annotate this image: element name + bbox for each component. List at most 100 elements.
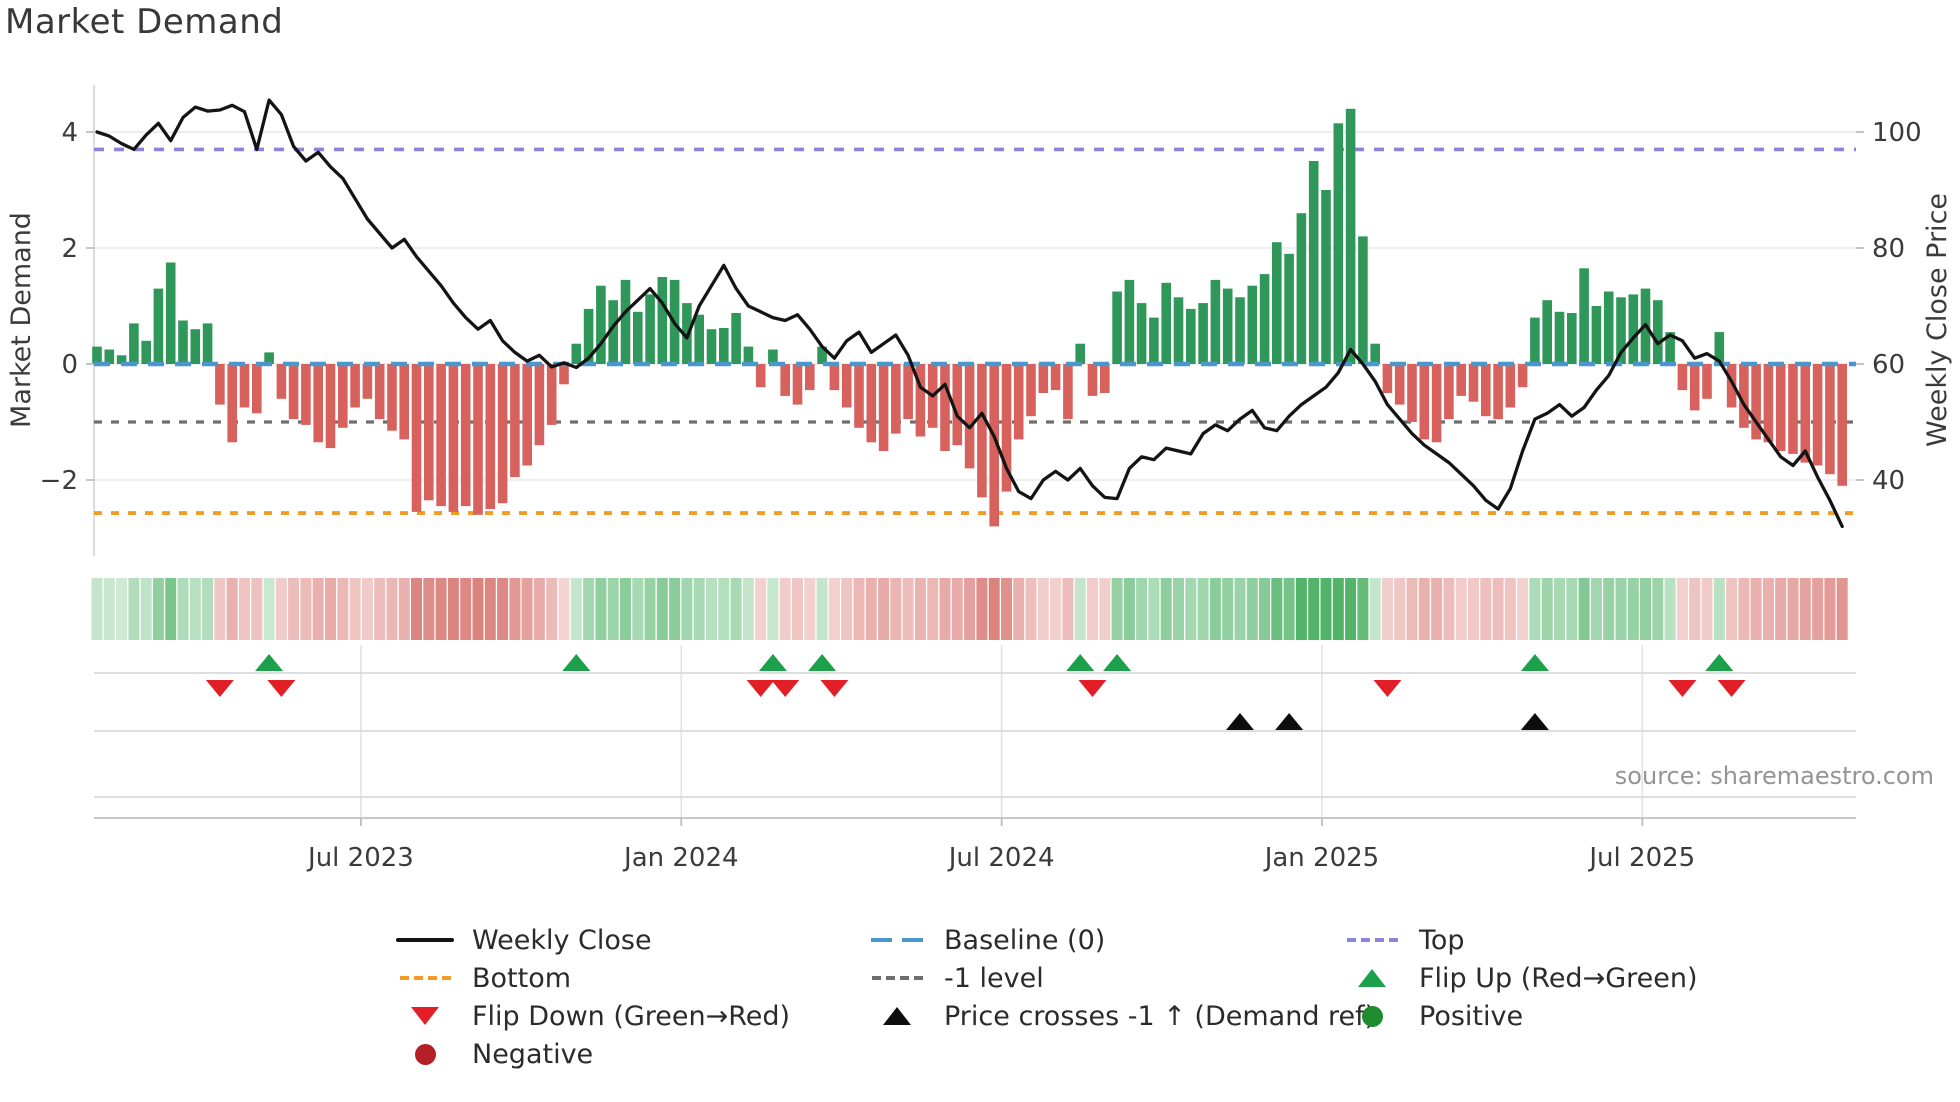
heatmap-cell xyxy=(1652,578,1664,640)
demand-bar xyxy=(1444,364,1454,420)
heatmap-cell xyxy=(779,578,791,640)
x-axis-ticks: Jul 2023 Jan 2024 Jul 2024 Jan 2025 Jul 2025 xyxy=(306,843,1695,873)
heatmap-cell xyxy=(263,578,275,640)
heatmap-cell xyxy=(1738,578,1750,640)
heatmap-cell xyxy=(411,578,422,640)
heatmap-cell xyxy=(1394,578,1406,640)
demand-bar xyxy=(153,288,164,364)
demand-bar xyxy=(1714,332,1725,364)
heatmap-cell xyxy=(1148,578,1160,640)
demand-bar xyxy=(1628,294,1639,364)
heatmap-cell xyxy=(1025,578,1037,640)
demand-bar xyxy=(841,364,852,408)
demand-bar xyxy=(1702,364,1712,399)
chart-legend: Weekly Close Bottom Flip Down (Green→Red) N… xyxy=(0,921,1960,1091)
demand-bar xyxy=(559,364,569,385)
heatmap-cell xyxy=(128,578,140,640)
demand-bar xyxy=(1210,279,1221,364)
heatmap-cell xyxy=(509,578,521,640)
heatmap-cell xyxy=(595,578,607,640)
demand-bar xyxy=(1284,253,1294,364)
demand-bar xyxy=(1038,364,1049,393)
heatmap-cell xyxy=(275,578,287,640)
heatmap-cell xyxy=(841,578,853,640)
heatmap-cell xyxy=(976,578,988,640)
price-line xyxy=(95,98,1844,529)
heatmap-cell xyxy=(546,578,558,640)
triangle-down-icon xyxy=(393,1007,457,1025)
legend-item-positive: Positive xyxy=(1340,997,1698,1035)
x-axis-tick: Jul 2024 xyxy=(947,843,1055,873)
heatmap-cell xyxy=(1332,578,1344,640)
dashed-line-swatch-icon xyxy=(1340,938,1404,942)
heatmap-cell xyxy=(718,578,730,640)
right-axis-tick: 40 xyxy=(1872,466,1905,496)
heatmap-cell xyxy=(828,578,840,640)
heatmap-cell xyxy=(398,578,410,640)
demand-bar xyxy=(436,364,446,507)
demand-bar xyxy=(731,313,741,364)
legend-label: Flip Up (Red→Green) xyxy=(1419,962,1698,994)
flip-up-marker xyxy=(1705,654,1734,671)
heatmap-cell xyxy=(853,578,865,640)
demand-bar xyxy=(522,364,532,466)
demand-bar xyxy=(1050,364,1061,391)
legend-item-negative: Negative xyxy=(393,1035,790,1073)
demand-bar xyxy=(129,323,139,364)
line-swatch-icon xyxy=(393,938,457,942)
right-axis-tick: 80 xyxy=(1872,234,1905,264)
demand-bar xyxy=(374,364,385,420)
heatmap-cell xyxy=(1037,578,1049,640)
demand-bar xyxy=(1296,213,1307,364)
heatmap-cell xyxy=(632,578,644,640)
heatmap-cell xyxy=(1222,578,1234,640)
left-axis-label: Market Demand xyxy=(6,212,37,428)
heatmap-cell xyxy=(988,578,1000,640)
demand-bar xyxy=(1186,308,1196,364)
heatmap-cell xyxy=(792,578,803,640)
heatmap-cell xyxy=(1492,578,1504,640)
legend-item-baseline-0: Baseline (0) xyxy=(865,921,1375,959)
demand-bar xyxy=(792,364,803,405)
heatmap-cell xyxy=(607,578,619,640)
flip-down-marker xyxy=(771,680,800,697)
demand-bar xyxy=(1112,291,1122,364)
demand-bar xyxy=(1321,190,1331,364)
flip-down-marker xyxy=(1668,680,1697,697)
legend-item-flip-down-green-red: Flip Down (Green→Red) xyxy=(393,997,790,1035)
heatmap-cell xyxy=(1369,578,1381,640)
heatmap-cell xyxy=(1320,578,1332,640)
heatmap-cell xyxy=(1136,578,1148,640)
heatmap-cell xyxy=(1799,578,1811,640)
left-axis-tick: 4 xyxy=(61,118,78,148)
demand-bar xyxy=(1677,364,1688,391)
heatmap-cell xyxy=(202,578,214,640)
demand-bar xyxy=(780,364,790,396)
demand-bar xyxy=(805,364,815,391)
demand-bar xyxy=(620,279,631,364)
heatmap-cell xyxy=(226,578,238,640)
heatmap-cell xyxy=(681,578,693,640)
demand-bar xyxy=(202,323,213,364)
legend-label: Weekly Close xyxy=(472,924,652,956)
heatmap-cell xyxy=(152,578,164,640)
flip-down-marker xyxy=(746,680,775,697)
heatmap-cell xyxy=(447,578,459,640)
dashed-line-swatch-icon xyxy=(393,976,457,980)
legend-item-weekly-close: Weekly Close xyxy=(393,921,790,959)
heatmap-cell xyxy=(1578,578,1590,640)
demand-bar xyxy=(497,364,508,504)
heatmap-cell xyxy=(1443,578,1455,640)
demand-bar xyxy=(891,364,901,434)
heatmap-cell xyxy=(620,578,631,640)
heatmap-cell xyxy=(1615,578,1627,640)
demand-bar xyxy=(1726,364,1737,408)
heatmap-cell xyxy=(1554,578,1565,640)
heatmap-cell xyxy=(755,578,767,640)
demand-bar xyxy=(1653,300,1663,364)
heatmap-cell xyxy=(1246,578,1258,640)
demand-bar xyxy=(1505,364,1516,408)
flip-down-marker xyxy=(1717,680,1746,697)
heatmap-cell xyxy=(669,578,681,640)
